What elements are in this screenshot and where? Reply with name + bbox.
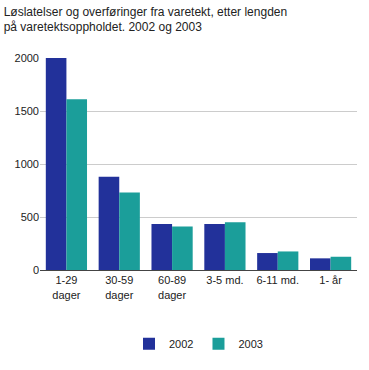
svg-text:6-11 md.: 6-11 md. bbox=[256, 274, 299, 286]
svg-text:2000: 2000 bbox=[15, 52, 39, 64]
svg-text:1000: 1000 bbox=[15, 158, 39, 170]
svg-text:60-89dager: 60-89dager bbox=[158, 274, 186, 300]
svg-text:500: 500 bbox=[21, 211, 39, 223]
svg-text:2003: 2003 bbox=[238, 338, 262, 350]
svg-text:1-29dager: 1-29dager bbox=[52, 274, 80, 300]
svg-text:3-5 md.: 3-5 md. bbox=[206, 274, 243, 286]
svg-text:1- år: 1- år bbox=[319, 274, 342, 286]
svg-text:30-59dager: 30-59dager bbox=[105, 274, 133, 300]
svg-text:0: 0 bbox=[33, 264, 39, 276]
svg-text:Løslatelser og overføringer fr: Løslatelser og overføringer fra varetekt… bbox=[4, 5, 287, 35]
svg-text:2002: 2002 bbox=[169, 338, 193, 350]
svg-text:1500: 1500 bbox=[15, 105, 39, 117]
